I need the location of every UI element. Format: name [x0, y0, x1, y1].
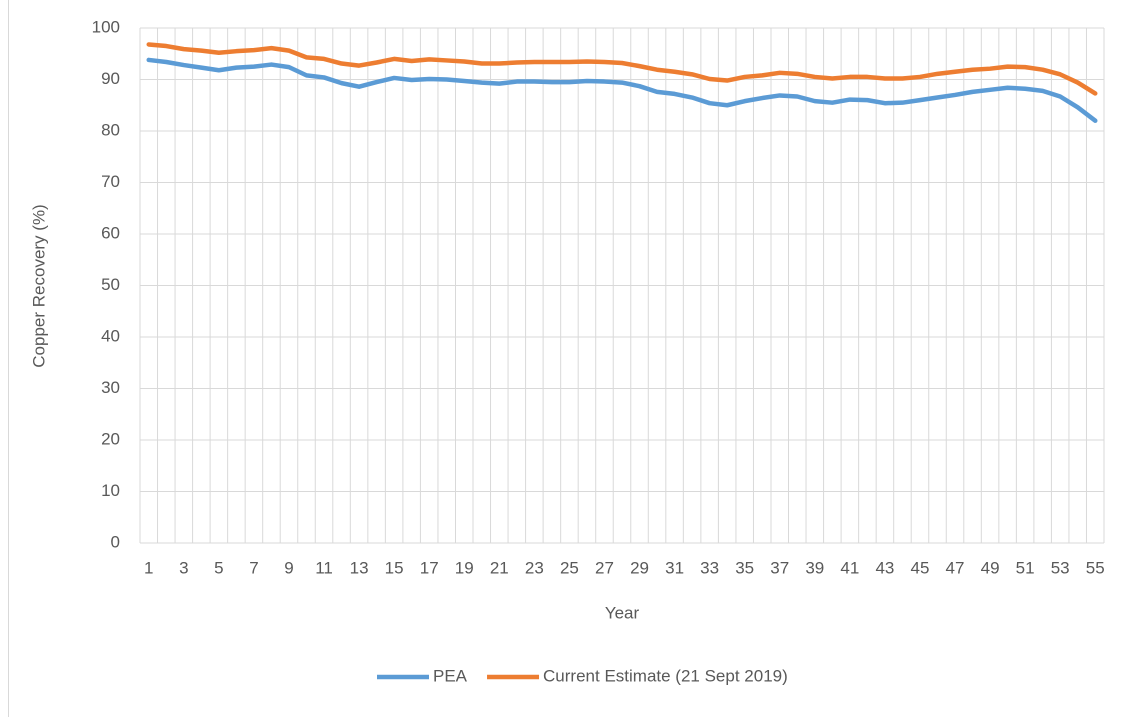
x-tick-label: 23 — [525, 558, 544, 577]
x-tick-label: 21 — [490, 558, 509, 577]
y-tick-label: 50 — [101, 275, 120, 294]
x-tick-label: 1 — [144, 558, 153, 577]
x-tick-label: 29 — [630, 558, 649, 577]
x-tick-label: 31 — [665, 558, 684, 577]
series-line — [146, 42, 1098, 96]
x-tick-label: 55 — [1086, 558, 1105, 577]
y-tick-label: 90 — [101, 69, 120, 88]
x-tick-label: 11 — [315, 558, 333, 577]
legend-label: PEA — [433, 666, 468, 685]
x-tick-label: 25 — [560, 558, 579, 577]
y-tick-label: 20 — [101, 429, 120, 448]
y-tick-label: 60 — [101, 223, 120, 242]
x-tick-label: 19 — [455, 558, 474, 577]
x-tick-label: 3 — [179, 558, 188, 577]
x-tick-label: 51 — [1016, 558, 1035, 577]
x-tick-label: 37 — [770, 558, 789, 577]
y-tick-label: 0 — [111, 532, 120, 551]
x-tick-label: 43 — [875, 558, 894, 577]
x-tick-label: 49 — [981, 558, 1000, 577]
x-tick-label: 9 — [284, 558, 293, 577]
y-tick-label: 40 — [101, 326, 120, 345]
x-tick-label: 5 — [214, 558, 223, 577]
x-tick-label: 33 — [700, 558, 719, 577]
x-tick-label: 35 — [735, 558, 754, 577]
x-axis-label: Year — [605, 603, 640, 622]
y-tick-label: 70 — [101, 172, 120, 191]
series-line — [146, 57, 1098, 123]
x-tick-label: 45 — [911, 558, 930, 577]
x-tick-label: 27 — [595, 558, 614, 577]
x-tick-label: 53 — [1051, 558, 1070, 577]
x-tick-label: 17 — [420, 558, 439, 577]
y-tick-label: 100 — [92, 17, 120, 36]
x-tick-label: 7 — [249, 558, 258, 577]
x-tick-label: 41 — [840, 558, 859, 577]
x-tick-label: 47 — [946, 558, 965, 577]
y-tick-label: 10 — [101, 481, 120, 500]
legend-label: Current Estimate (21 Sept 2019) — [543, 666, 788, 685]
y-tick-label: 80 — [101, 120, 120, 139]
legend: PEA Current Estimate (21 Sept 2019) — [377, 666, 788, 685]
x-tick-label: 15 — [385, 558, 404, 577]
x-tick-label: 13 — [350, 558, 369, 577]
x-tick-label: 39 — [805, 558, 824, 577]
y-axis-label: Copper Recovery (%) — [29, 204, 48, 367]
y-tick-label: 30 — [101, 378, 120, 397]
